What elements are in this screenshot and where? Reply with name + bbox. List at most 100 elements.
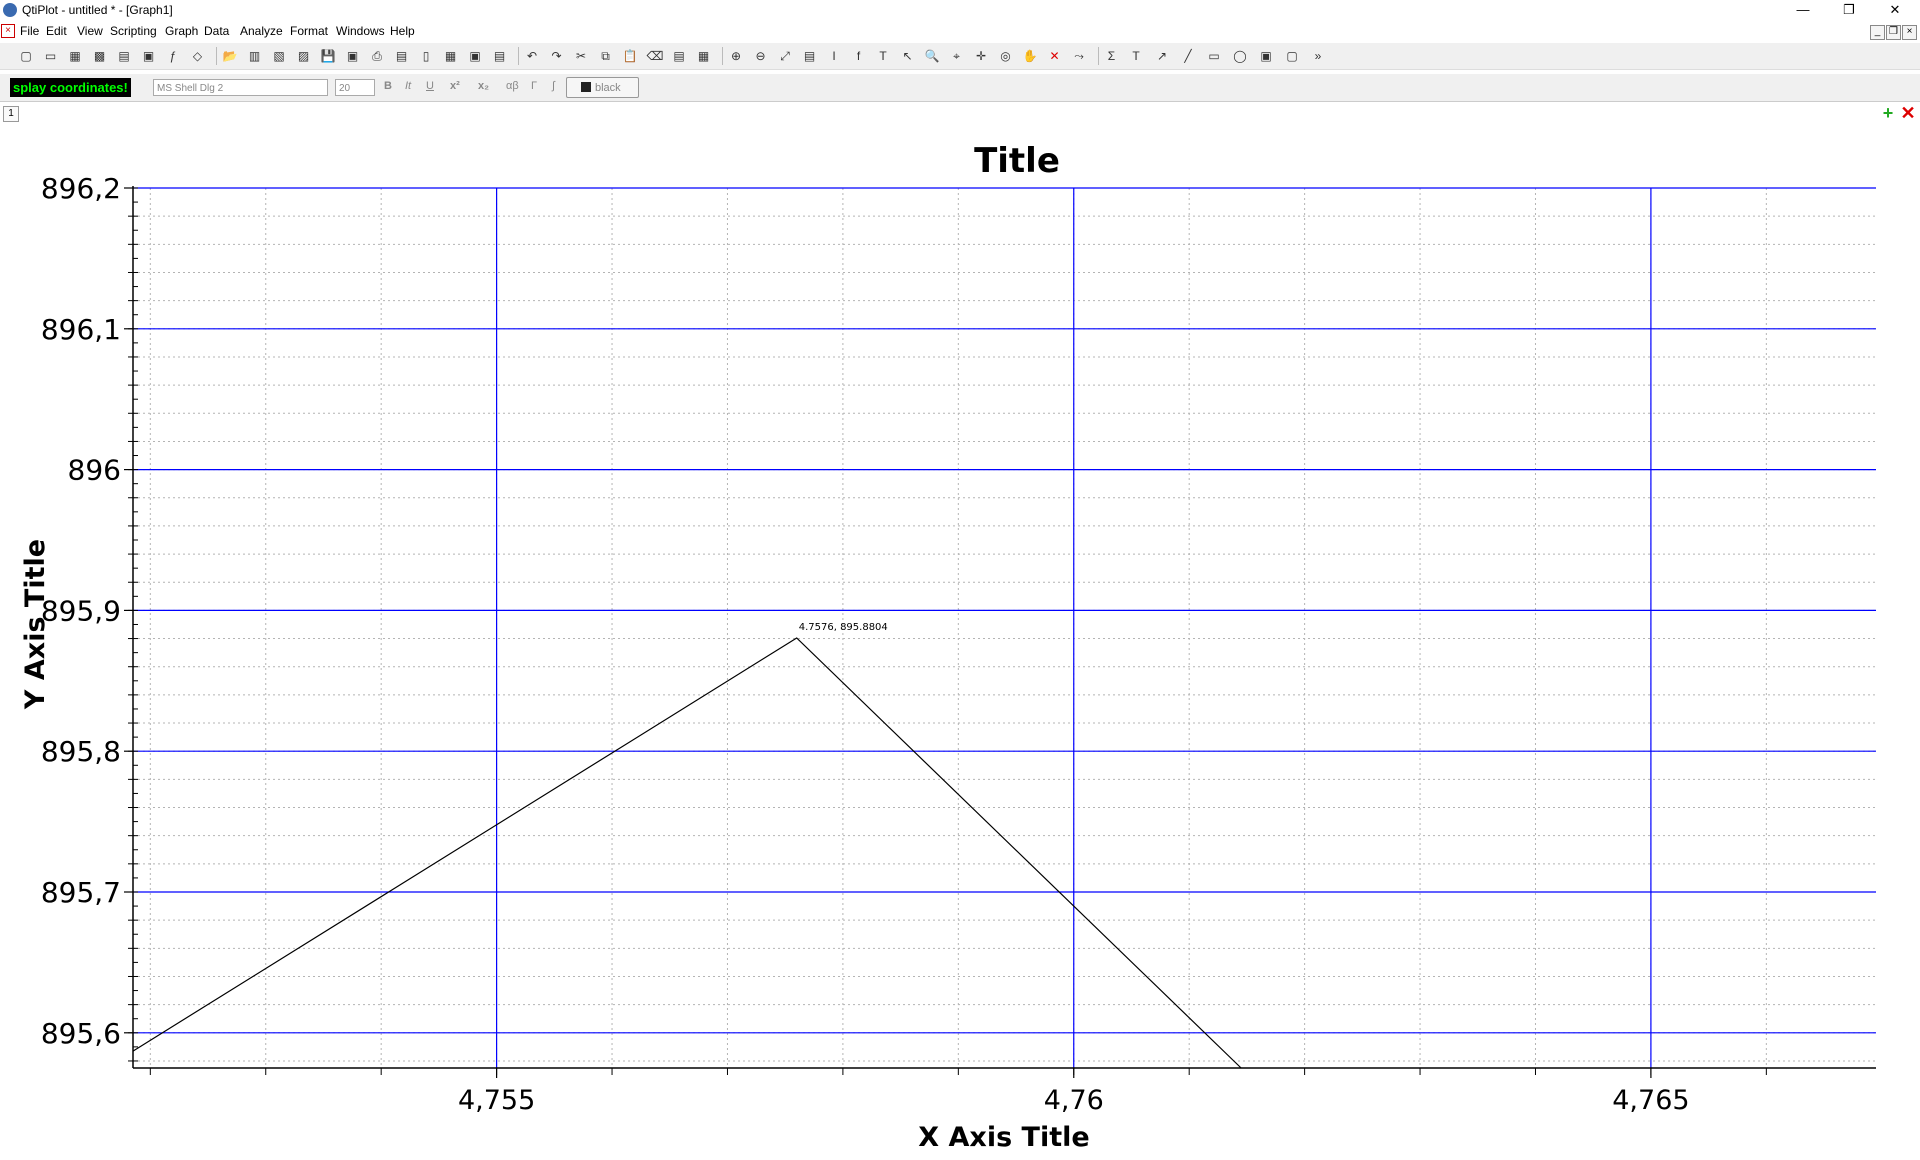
minimize-button[interactable]: — [1796, 2, 1810, 17]
font-size-spinbox[interactable]: 20 [335, 79, 375, 96]
layer-1-button[interactable]: 1 [3, 106, 19, 122]
data-series [132, 637, 1242, 1069]
y-axis-title[interactable]: Y Axis Title [20, 539, 51, 710]
data-picker-icon[interactable]: ◎ [1000, 49, 1011, 63]
undo-icon[interactable]: ↶ [526, 49, 538, 63]
sum-icon[interactable]: Σ [1107, 49, 1116, 63]
menu-bar: × File Edit View Scripting Graph Data An… [0, 21, 1920, 41]
axes [124, 186, 1876, 1078]
pan-icon[interactable]: ✋ [1022, 49, 1038, 63]
superscript-button[interactable]: x² [450, 80, 460, 92]
save-as-icon[interactable]: ▣ [346, 49, 359, 63]
zoom-in-icon[interactable]: ⊕ [730, 49, 742, 63]
rectangle-icon[interactable]: ▭ [1208, 49, 1220, 63]
menu-analyze[interactable]: Analyze [240, 24, 283, 38]
close-button[interactable]: ✕ [1889, 2, 1901, 17]
text-color-button[interactable]: black [566, 77, 639, 98]
x-axis-title[interactable]: X Axis Title [918, 1122, 1089, 1153]
mdi-minimize-button[interactable]: _ [1870, 25, 1885, 40]
window-titlebar: QtiPlot - untitled * - [Graph1] — ❐ ✕ [0, 0, 1920, 20]
new-folder-icon[interactable]: ▭ [44, 49, 57, 63]
new-function-icon[interactable]: ƒ [169, 49, 177, 63]
export-pdf-icon[interactable]: ▯ [422, 49, 430, 63]
line-icon[interactable]: ╱ [1184, 49, 1192, 63]
x-tick-label: 4,755 [458, 1085, 535, 1116]
rescale-icon[interactable]: ⤢ [780, 49, 790, 63]
save-project-icon[interactable]: 💾 [320, 49, 336, 63]
remove-layer-icon[interactable]: ✕ [1900, 103, 1916, 123]
text-tool-icon[interactable]: T [1132, 49, 1140, 63]
x-tick-label: 4,76 [1044, 1085, 1104, 1116]
move-points-icon[interactable]: ⤳ [1074, 49, 1084, 63]
new-project-icon[interactable]: ▢ [20, 49, 32, 63]
more-icon[interactable]: » [1314, 49, 1322, 63]
menu-view[interactable]: View [77, 24, 103, 38]
font-family-select[interactable]: MS Shell Dlg 2 [153, 79, 328, 96]
peak-annotation: 4.7576, 895.8804 [799, 622, 888, 633]
menu-windows[interactable]: Windows [336, 24, 385, 38]
restore-button[interactable]: ❐ [1843, 2, 1855, 17]
menu-data[interactable]: Data [204, 24, 230, 38]
show-explorer-icon[interactable]: ▣ [469, 49, 481, 63]
graph-window-icon[interactable]: × [1, 24, 15, 38]
italic-button[interactable]: It [405, 80, 412, 92]
cut-icon[interactable]: ✂ [575, 49, 587, 63]
underline-button[interactable]: U [426, 80, 434, 92]
append-layer-icon[interactable]: ▤ [673, 49, 685, 63]
open-template-icon[interactable]: ▥ [248, 49, 261, 63]
screen-reader-icon[interactable]: ✛ [975, 49, 987, 63]
mdi-close-button[interactable]: × [1902, 25, 1917, 40]
add-function-icon[interactable]: f [856, 49, 861, 63]
chart-title[interactable]: Title [974, 141, 1060, 181]
greek-uppercase-icon[interactable]: Γ [531, 80, 538, 92]
remove-points-icon[interactable]: ✕ [1049, 49, 1060, 63]
new-table-icon[interactable]: ▦ [69, 49, 81, 63]
add-text-icon[interactable]: T [879, 49, 887, 63]
menu-graph[interactable]: Graph [165, 24, 199, 38]
major-grid [133, 187, 1876, 1068]
select-icon[interactable]: ↖ [902, 49, 913, 63]
greek-button[interactable]: αβ [506, 80, 519, 92]
add-legend-icon[interactable]: ▤ [803, 49, 816, 63]
show-log-icon[interactable]: ▦ [444, 49, 457, 63]
arrange-layers-icon[interactable]: ▦ [697, 49, 710, 63]
print-preview-icon[interactable]: ▤ [395, 49, 408, 63]
image-icon[interactable]: ▣ [1260, 49, 1272, 63]
new-graph-icon[interactable]: ▣ [142, 49, 155, 63]
new-note-icon[interactable]: ▤ [118, 49, 130, 63]
menu-file[interactable]: File [20, 24, 40, 38]
delete-icon[interactable]: ⌫ [646, 49, 664, 63]
format-toolbar: splay coordinates! MS Shell Dlg 2 20 B I… [0, 74, 1920, 102]
text-color-label: black [595, 82, 621, 94]
redo-icon[interactable]: ↷ [551, 49, 562, 63]
new-matrix-icon[interactable]: ▩ [93, 49, 106, 63]
math-symbol-icon[interactable]: ∫ [552, 80, 556, 92]
layer-icon[interactable]: ▢ [1286, 49, 1298, 63]
zoom-icon[interactable]: 🔍 [924, 49, 940, 63]
menu-edit[interactable]: Edit [46, 24, 67, 38]
qtiplot-app-icon [3, 3, 17, 17]
mdi-restore-button[interactable]: ❐ [1886, 25, 1901, 40]
print-icon[interactable]: ⎙ [372, 49, 382, 63]
menu-help[interactable]: Help [390, 24, 415, 38]
new-3d-plot-icon[interactable]: ◇ [192, 49, 203, 63]
open-project-icon[interactable]: 📂 [222, 49, 238, 63]
arrow-icon[interactable]: ↗ [1156, 49, 1168, 63]
bold-button[interactable]: B [384, 80, 392, 92]
zoom-out-icon[interactable]: ⊖ [755, 49, 766, 63]
ellipse-icon[interactable]: ◯ [1233, 49, 1247, 63]
add-error-bars-icon[interactable]: I [832, 49, 836, 63]
subscript-button[interactable]: x₂ [478, 80, 490, 92]
y-tick-label: 895,6 [41, 1017, 121, 1050]
data-reader-icon[interactable]: ⌖ [953, 49, 960, 63]
import-ascii-icon[interactable]: ▧ [273, 49, 285, 63]
add-layer-icon[interactable]: + [1882, 103, 1894, 123]
menu-scripting[interactable]: Scripting [110, 24, 157, 38]
paste-icon[interactable]: 📋 [622, 49, 638, 63]
show-console-icon[interactable]: ▤ [493, 49, 506, 63]
y-tick-label: 895,9 [41, 594, 121, 627]
copy-icon[interactable]: ⧉ [601, 49, 610, 63]
import-image-icon[interactable]: ▨ [297, 49, 310, 63]
menu-format[interactable]: Format [290, 24, 329, 38]
